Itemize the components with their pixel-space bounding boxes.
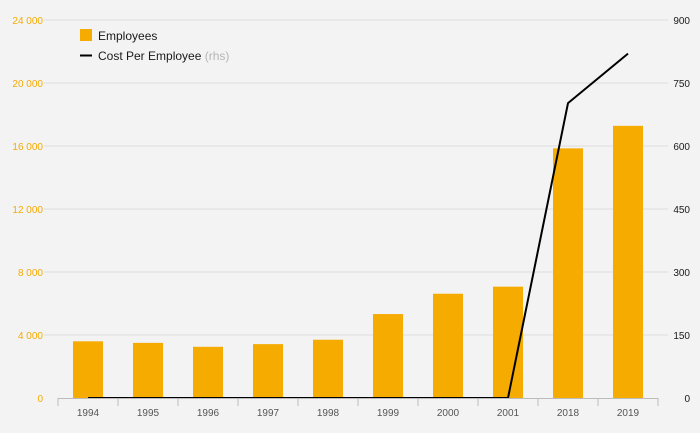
- x-tick-label: 1994: [77, 408, 100, 419]
- x-tick-label: 1998: [317, 408, 340, 419]
- employees-bar: [73, 341, 103, 398]
- employees-bar: [313, 339, 343, 398]
- y-left-tick-label: 8 000: [18, 268, 43, 279]
- x-tick-label: 1997: [257, 408, 280, 419]
- y-left-tick-label: 20 000: [12, 79, 43, 90]
- x-tick-label: 1996: [197, 408, 220, 419]
- axes: 0 4 000 8 000 12 000 16 000 20 000 24 000 0 150 3…: [12, 16, 690, 419]
- employees-bar: [613, 125, 643, 398]
- y-left-tick-label: 16 000: [12, 142, 43, 153]
- x-tick-label: 2001: [497, 408, 520, 419]
- employees-bar: [433, 293, 463, 398]
- employees-bar: [133, 342, 163, 398]
- y-right-tick-label: 0: [684, 394, 690, 405]
- legend-label-cost-per-employee: Cost Per Employee (rhs): [98, 49, 229, 63]
- employees-bar: [373, 314, 403, 398]
- y-right-tick-label: 450: [673, 205, 690, 216]
- employees-bars: [73, 125, 643, 398]
- x-tick-label: 2019: [617, 408, 640, 419]
- employees-bar: [553, 148, 583, 398]
- y-right-tick-label: 300: [673, 268, 690, 279]
- y-right-tick-label: 750: [673, 79, 690, 90]
- employees-bar: [253, 344, 283, 398]
- y-left-tick-label: 24 000: [12, 16, 43, 27]
- cost-per-employee-line: [88, 52, 629, 399]
- employees-bar: [493, 286, 523, 398]
- legend: Employees Cost Per Employee (rhs): [80, 29, 229, 63]
- legend-rhs-suffix: (rhs): [205, 49, 230, 63]
- employees-bar: [193, 346, 223, 398]
- x-tick-label: 2018: [557, 408, 580, 419]
- x-tick-label: 1999: [377, 408, 400, 419]
- y-right-tick-label: 600: [673, 142, 690, 153]
- legend-label-employees: Employees: [98, 29, 157, 43]
- legend-swatch-employees: [80, 29, 92, 41]
- y-right-tick-label: 150: [673, 331, 690, 342]
- y-left-tick-label: 4 000: [18, 331, 43, 342]
- x-tick-label: 2000: [437, 408, 460, 419]
- y-left-tick-label: 12 000: [12, 205, 43, 216]
- x-tick-label: 1995: [137, 408, 160, 419]
- y-left-tick-label: 0: [37, 394, 43, 405]
- cost-per-employee-line-group: [88, 52, 629, 399]
- y-right-tick-label: 900: [673, 16, 690, 27]
